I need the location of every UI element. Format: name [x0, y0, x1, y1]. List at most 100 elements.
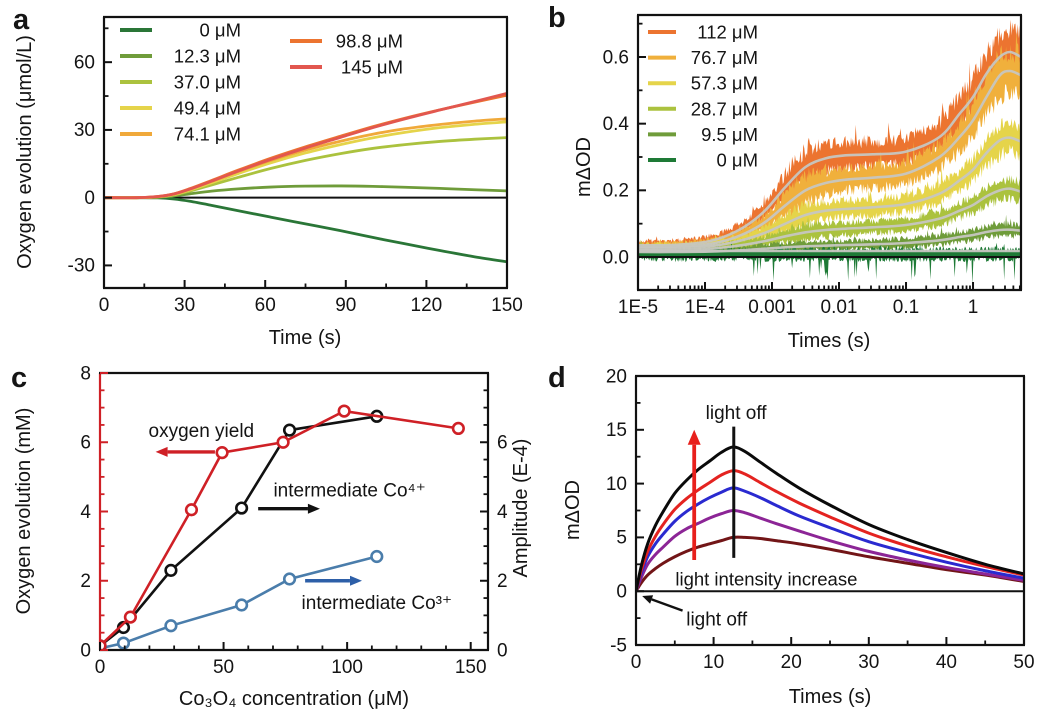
y-tick-label: -30	[68, 256, 95, 277]
x-tick-label: 50	[213, 657, 234, 678]
x-tick-label: 90	[335, 295, 356, 316]
data-point-marker	[451, 421, 465, 435]
legend-label: 49.4 μM	[174, 97, 241, 118]
series-line-98-8-uM	[104, 93, 507, 200]
noisy-band-112-uM	[638, 19, 1021, 253]
x-tick-label: 60	[255, 295, 276, 316]
y-tick-label: 2	[80, 571, 91, 592]
y-tick-label: 0	[84, 188, 95, 209]
legend-label: 98.8 μM	[336, 30, 403, 51]
data-point-marker	[100, 639, 107, 650]
gray-fit-28-7-uM	[638, 187, 1021, 252]
x-tick-label: 0.1	[893, 297, 919, 318]
panel-label-b: b	[548, 2, 566, 34]
x-tick-label: 120	[411, 295, 443, 316]
series-layer	[104, 91, 507, 264]
y-axis-label: mΔOD	[562, 480, 584, 540]
panel-c-chart: 0 2 4 6 8 0 2 4 6 0 50 100 150 Co₃O₄ concentration (μ…	[13, 363, 532, 710]
y-tick-label: 6	[80, 433, 91, 454]
data-point-marker	[123, 610, 137, 624]
legend-label: 0 μM	[717, 149, 759, 170]
x-tick-label: 1E-4	[685, 297, 726, 318]
panel-b-chart: 0.0 0.2 0.4 0.6 1E-5 1E-4 0.001 0.01 0.1 1 Times (…	[573, 13, 1023, 352]
data-point-marker	[282, 572, 297, 586]
data-point-marker	[235, 598, 249, 612]
y-tick-label: 4	[80, 502, 91, 523]
data-point-marker	[337, 404, 351, 418]
legend-label: 145 μM	[341, 56, 403, 77]
annotation-arrow	[155, 446, 168, 457]
y-tick-label: 8	[80, 363, 91, 384]
y-axis-label: mΔOD	[573, 137, 595, 197]
y-axis-label: Oxygen evolution (μmol/L)	[14, 35, 36, 269]
data-point-marker	[282, 423, 297, 437]
annotation-text: light intensity increase	[675, 568, 857, 589]
y2-tick-label: 2	[497, 571, 508, 592]
series-layer	[100, 404, 465, 650]
gray-fit-76-7-uM	[638, 69, 1021, 249]
annotation-text: light off	[706, 403, 768, 424]
y2-axis-label: Amplitude (E-4)	[510, 439, 532, 578]
y-tick-label: 30	[74, 120, 95, 141]
annotation-text: oxygen yield	[149, 421, 255, 442]
x-tick-label: 0.001	[748, 297, 796, 318]
legend-label: 76.7 μM	[691, 47, 758, 68]
data-point-marker	[164, 619, 178, 633]
data-point-marker	[116, 636, 131, 650]
panel-label-c: c	[11, 362, 28, 394]
y-tick-label: 60	[74, 52, 95, 73]
y-tick-label: -5	[610, 635, 627, 656]
noisy-band-57-3-uM	[638, 118, 1021, 255]
y2-tick-label: 4	[497, 502, 508, 523]
data-point-marker	[276, 435, 290, 449]
annotation-arrow	[687, 429, 701, 445]
legend-label: 57.3 μM	[691, 73, 758, 94]
legend-label: 0 μM	[200, 19, 242, 40]
y2-tick-label: 0	[497, 640, 508, 661]
annotation-text: light off	[686, 609, 748, 630]
y-tick-label: 0.4	[603, 114, 630, 135]
series-layer	[638, 19, 1021, 285]
series-line-145-uM	[104, 91, 507, 200]
y-axis-label: Oxygen evolution (mM)	[13, 408, 35, 615]
y-tick-label: 0	[616, 582, 627, 603]
y-tick-label: 15	[606, 420, 627, 441]
y-tick-label: 5	[616, 528, 627, 549]
data-point-marker	[370, 549, 384, 564]
gray-fit-112-uM	[638, 50, 1021, 247]
y-tick-label: 0.0	[603, 247, 629, 268]
annotation-text: intermediate Co³⁺	[302, 593, 452, 614]
y-tick-label: 0	[80, 640, 91, 661]
x-tick-label: 0.01	[821, 297, 858, 318]
annotation-arrow	[642, 595, 654, 604]
data-point-marker	[164, 563, 178, 577]
x-tick-label: 40	[936, 652, 957, 673]
x-tick-label: 1E-5	[618, 297, 658, 318]
panel-label-a: a	[13, 4, 30, 36]
y-tick-label: 0.6	[603, 47, 629, 68]
x-tick-label: 0	[99, 295, 110, 316]
legend-label: 112 μM	[697, 21, 758, 42]
legend-label: 9.5 μM	[701, 124, 758, 145]
y-tick-label: 0.2	[603, 181, 629, 202]
annotation-arrow	[307, 503, 320, 514]
x-axis-label: Times (s)	[788, 330, 871, 352]
gray-fit-57-3-uM	[638, 136, 1021, 250]
legend-label: 74.1 μM	[174, 123, 241, 144]
series-line-0-uM	[104, 196, 507, 264]
x-tick-label: 30	[858, 652, 879, 673]
y-tick-label: 10	[606, 474, 627, 495]
annotation-arrow	[651, 598, 683, 612]
annotation-text: intermediate Co⁴⁺	[273, 481, 425, 502]
noisy-band-76-7-uM	[638, 31, 1021, 254]
y-tick-label: 20	[606, 366, 627, 387]
x-axis-label: Time (s)	[269, 327, 342, 349]
x-tick-label: 30	[174, 295, 195, 316]
x-tick-label: 10	[703, 652, 724, 673]
x-tick-label: 100	[331, 657, 363, 678]
data-point-marker	[235, 501, 249, 515]
x-axis-label: Co₃O₄ concentration (μM)	[179, 688, 409, 710]
data-point-marker	[215, 446, 229, 460]
